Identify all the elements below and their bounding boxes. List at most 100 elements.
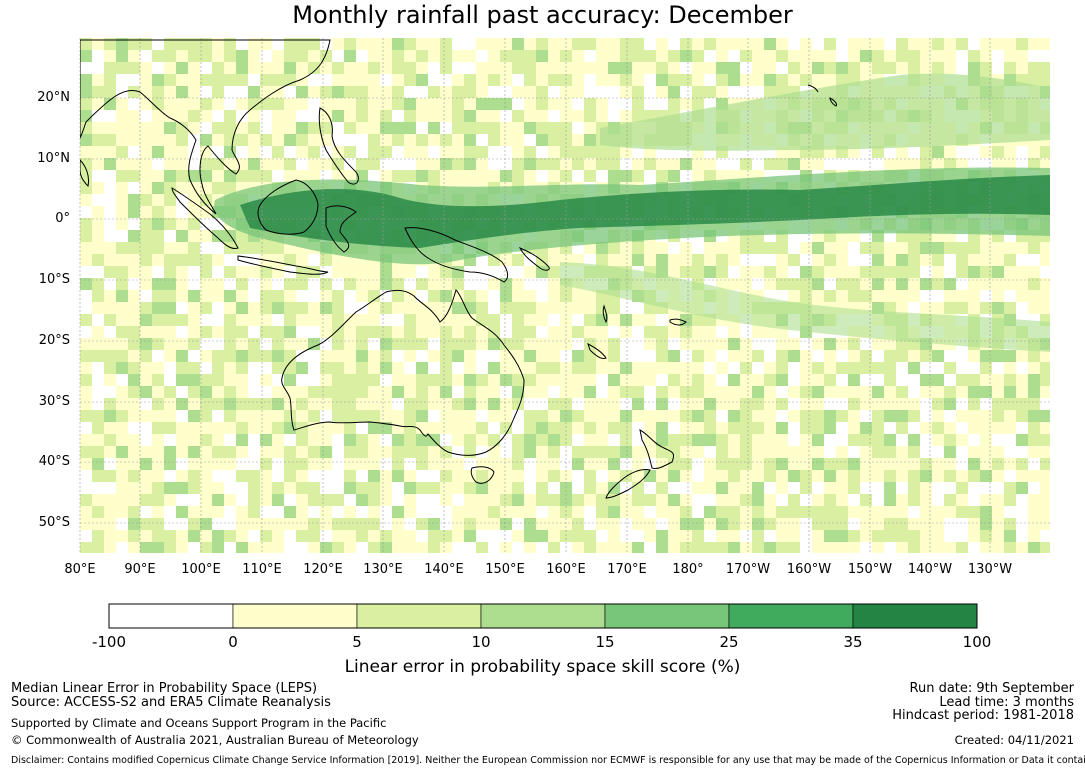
skill-cell <box>956 254 968 266</box>
skill-cell <box>440 266 452 278</box>
skill-cell <box>704 62 716 74</box>
skill-cell <box>212 518 224 530</box>
skill-cell <box>512 506 524 518</box>
skill-cell <box>272 254 284 266</box>
skill-cell <box>356 530 368 542</box>
skill-cell <box>272 494 284 506</box>
skill-cell <box>128 494 140 506</box>
lon-label: 110°E <box>242 562 282 577</box>
skill-cell <box>224 350 236 362</box>
skill-cell <box>764 326 776 338</box>
skill-cell <box>224 386 236 398</box>
skill-cell <box>908 158 920 170</box>
skill-cell <box>488 434 500 446</box>
skill-cell <box>416 158 428 170</box>
skill-cell <box>704 326 716 338</box>
skill-cell <box>176 482 188 494</box>
skill-cell <box>224 290 236 302</box>
skill-cell <box>908 542 920 553</box>
skill-cell <box>392 422 404 434</box>
skill-cell <box>608 530 620 542</box>
skill-cell <box>452 542 464 553</box>
skill-cell <box>344 458 356 470</box>
skill-cell <box>1016 302 1028 314</box>
skill-cell <box>1004 290 1016 302</box>
skill-cell <box>608 302 620 314</box>
skill-cell <box>272 326 284 338</box>
skill-cell <box>488 482 500 494</box>
skill-cell <box>704 494 716 506</box>
skill-cell <box>836 50 848 62</box>
skill-cell <box>92 206 104 218</box>
skill-cell <box>488 458 500 470</box>
skill-cell <box>884 350 896 362</box>
skill-cell <box>884 50 896 62</box>
skill-cell <box>404 62 416 74</box>
skill-cell <box>512 494 524 506</box>
skill-cell <box>248 470 260 482</box>
colorbar-tick-label: 25 <box>719 633 739 651</box>
skill-cell <box>128 398 140 410</box>
skill-cell <box>896 62 908 74</box>
skill-cell <box>488 518 500 530</box>
skill-cell <box>680 38 692 50</box>
skill-cell <box>248 362 260 374</box>
skill-cell <box>920 350 932 362</box>
skill-cell <box>116 218 128 230</box>
skill-cell <box>680 350 692 362</box>
skill-cell <box>176 50 188 62</box>
skill-cell <box>992 494 1004 506</box>
skill-cell <box>320 86 332 98</box>
skill-cell <box>104 398 116 410</box>
skill-cell <box>992 518 1004 530</box>
skill-cell <box>116 38 128 50</box>
skill-cell <box>140 146 152 158</box>
skill-cell <box>440 50 452 62</box>
skill-cell <box>872 362 884 374</box>
skill-cell <box>536 458 548 470</box>
skill-cell <box>1040 302 1050 314</box>
skill-cell <box>248 338 260 350</box>
skill-cell <box>872 290 884 302</box>
skill-cell <box>908 422 920 434</box>
skill-cell <box>248 458 260 470</box>
skill-cell <box>380 302 392 314</box>
skill-cell <box>524 170 536 182</box>
skill-cell <box>332 74 344 86</box>
lat-label: 30°S <box>38 394 70 409</box>
skill-cell <box>224 122 236 134</box>
skill-cell <box>464 458 476 470</box>
skill-cell <box>1028 458 1040 470</box>
skill-cell <box>488 170 500 182</box>
skill-cell <box>344 326 356 338</box>
skill-cell <box>932 542 944 553</box>
skill-cell <box>464 314 476 326</box>
skill-cell <box>140 278 152 290</box>
skill-cell <box>680 338 692 350</box>
skill-cell <box>920 494 932 506</box>
skill-cell <box>476 458 488 470</box>
skill-cell <box>860 278 872 290</box>
skill-cell <box>512 170 524 182</box>
lon-label: 170°E <box>607 562 647 577</box>
skill-cell <box>572 158 584 170</box>
skill-cell <box>1028 302 1040 314</box>
skill-cell <box>164 206 176 218</box>
skill-cell <box>740 530 752 542</box>
skill-cell <box>1040 350 1050 362</box>
skill-cell <box>452 278 464 290</box>
skill-cell <box>812 254 824 266</box>
skill-cell <box>188 410 200 422</box>
skill-cell <box>632 74 644 86</box>
skill-cell <box>416 266 428 278</box>
skill-cell <box>800 506 812 518</box>
skill-cell <box>608 398 620 410</box>
skill-cell <box>92 110 104 122</box>
skill-cell <box>440 62 452 74</box>
skill-cell <box>212 38 224 50</box>
skill-cell <box>728 494 740 506</box>
skill-cell <box>824 494 836 506</box>
skill-cell <box>452 506 464 518</box>
skill-cell <box>848 470 860 482</box>
skill-cell <box>116 302 128 314</box>
